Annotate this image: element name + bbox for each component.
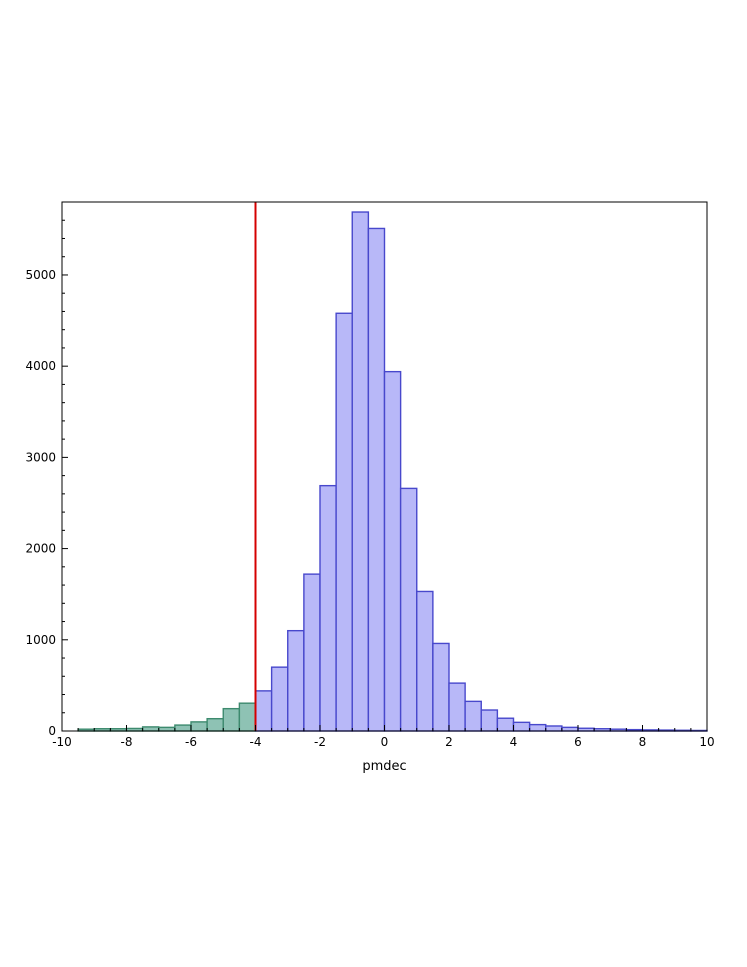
histogram-bar [254,690,273,732]
y-tick-label: 3000 [25,450,56,464]
x-tick-label: -6 [185,735,197,749]
histogram-bar [174,724,192,732]
histogram-bar [335,312,353,732]
x-tick-label: 0 [381,735,389,749]
histogram-bar [270,666,289,732]
x-tick-label: 6 [574,735,582,749]
histogram-bar [206,717,224,732]
y-tick-label: 0 [48,724,56,738]
histogram-bar [448,682,466,732]
x-tick-label: 4 [510,735,518,749]
histogram-bar [367,227,386,732]
x-tick-label: 10 [699,735,714,749]
histogram-bar [303,573,321,732]
histogram-bar [480,709,499,732]
y-tick-label: 1000 [25,633,56,647]
histogram-bar [512,721,531,732]
histogram-bar [561,726,579,732]
histogram-bar [416,590,434,732]
histogram-bar [399,487,418,732]
histogram-bar [238,702,257,732]
x-tick-label: 2 [445,735,453,749]
histogram-bar [545,725,563,732]
x-tick-label: -2 [314,735,326,749]
x-tick-label: -4 [250,735,262,749]
y-tick-label: 2000 [25,542,56,556]
histogram-bars [77,211,708,732]
y-tick-label: 5000 [25,268,56,282]
histogram-bar [496,717,515,732]
x-axis-title: pmdec [362,759,406,774]
histogram-bar [222,707,241,732]
y-tick-label: 4000 [25,359,56,373]
histogram-bar [464,700,482,732]
histogram-bar [287,629,305,732]
histogram-bar [383,370,402,732]
histogram-bar [351,211,370,732]
y-axis-ticks: 0 1000 2000 3000 4000 5000 [25,201,68,738]
x-tick-label: 8 [639,735,647,749]
histogram-bar [432,642,450,732]
histogram-bar [528,723,547,732]
x-tick-label: -10 [52,735,72,749]
x-tick-label: -8 [121,735,133,749]
histogram-bar [141,726,160,732]
histogram-bar [190,721,208,732]
x-axis-ticks: -10 -8 -6 -4 -2 0 2 4 6 8 10 [52,725,715,749]
histogram-bar [319,484,337,732]
histogram-bar [158,726,176,732]
